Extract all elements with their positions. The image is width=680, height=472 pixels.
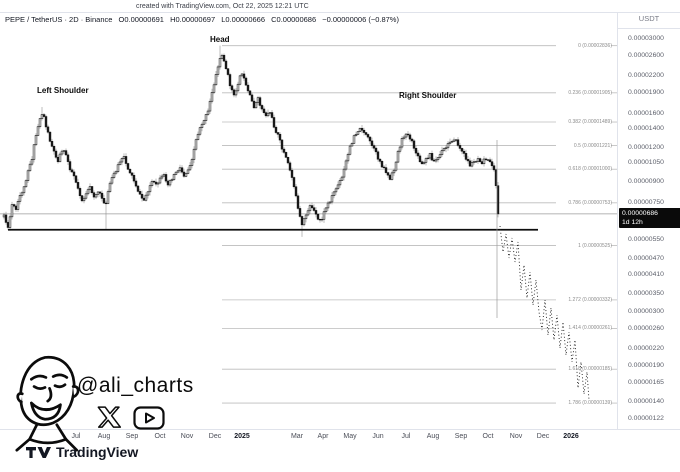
price-change: −0.00000006 (−0.87%)	[322, 15, 399, 24]
watermark-handle: @ali_charts	[77, 374, 194, 397]
time-axis-label: Sep	[454, 433, 468, 440]
price-tick: 0.00000350	[628, 289, 664, 297]
pattern-label: Left Shoulder	[37, 86, 89, 95]
time-axis-label: Apr	[317, 433, 329, 440]
time-axis-label: Dec	[208, 433, 222, 440]
time-axis-label: 2026	[563, 433, 579, 440]
time-axis-label: 2025	[234, 433, 250, 440]
time-axis-label: Dec	[536, 433, 550, 440]
price-tick: 0.00000122	[628, 414, 664, 422]
pattern-label: Right Shoulder	[399, 91, 457, 100]
price-tick: 0.00001200	[628, 143, 664, 151]
price-tick: 0.00000410	[628, 270, 664, 278]
bar-countdown: 1d 12h	[622, 218, 643, 226]
price-tick: 0.00000470	[628, 254, 664, 262]
time-axis-label: Nov	[180, 433, 194, 440]
tradingview-footer: TradingView	[25, 444, 138, 460]
creation-credit: created with TradingView.com, Oct 22, 20…	[136, 3, 309, 10]
time-axis-label: Sep	[125, 433, 139, 440]
ohlc-high: H0.00000697	[170, 15, 216, 24]
price-tick: 0.00000220	[628, 344, 664, 352]
ohlc-low: L0.00000666	[221, 15, 266, 24]
time-axis-label: Aug	[426, 433, 440, 440]
last-price-tag: 0.00000686 1d 12h	[619, 207, 680, 228]
time-axis-label: Nov	[509, 433, 523, 440]
ohlc-open: O0.00000691	[118, 15, 164, 24]
price-tick: 0.00000165	[628, 378, 664, 386]
price-tick: 0.00001400	[628, 125, 664, 133]
time-axis-label: Oct	[154, 433, 166, 440]
time-axis-label: Mar	[290, 433, 304, 440]
time-axis[interactable]: Jul Aug Sep Oct Nov Dec 2025 Mar Apr May Jun Jul Aug…	[0, 433, 680, 445]
price-tick: 0.00000750	[628, 199, 664, 207]
price-tick: 0.00001050	[628, 159, 664, 167]
price-tick: 0.00000260	[628, 324, 664, 332]
price-tick: 0.00002200	[628, 71, 664, 79]
time-axis-label: Jul	[71, 433, 81, 440]
price-tick: 0.00001900	[628, 89, 664, 97]
time-axis-label: Jun	[372, 433, 384, 440]
symbol-title: PEPE / TetherUS · 2D · Binance	[5, 15, 113, 24]
time-axis-label: May	[343, 433, 357, 440]
quote-currency-label: USDT	[638, 14, 660, 23]
x-logo-icon	[97, 406, 122, 428]
price-tick: 0.00003000	[628, 35, 664, 42]
price-axis[interactable]: 0.00003000 0.00002600 0.00002200 0.00001900…	[628, 0, 680, 472]
price-tick: 0.00000550	[628, 236, 664, 244]
pattern-label: Head	[210, 35, 230, 44]
time-axis-label: Oct	[482, 433, 494, 440]
price-tick: 0.00000300	[628, 307, 664, 315]
ohlc-close: C0.00000686	[271, 15, 317, 24]
price-tick: 0.00000190	[628, 362, 664, 370]
last-price-value: 0.00000686	[622, 209, 658, 217]
tradingview-logo-icon	[26, 446, 51, 458]
time-axis-label: Aug	[97, 433, 111, 440]
tradingview-brand-text: TradingView	[56, 444, 139, 460]
price-tick: 0.00002600	[628, 51, 664, 59]
ali-face-illustration	[15, 356, 80, 452]
price-tick: 0.00000900	[628, 177, 664, 185]
youtube-logo-icon	[133, 406, 165, 430]
price-tick: 0.00000140	[628, 398, 664, 406]
price-tick: 0.00001600	[628, 109, 664, 117]
time-axis-label: Jul	[401, 433, 411, 440]
symbol-info-bar[interactable]: PEPE / TetherUS · 2D · Binance O0.000006…	[5, 15, 403, 24]
